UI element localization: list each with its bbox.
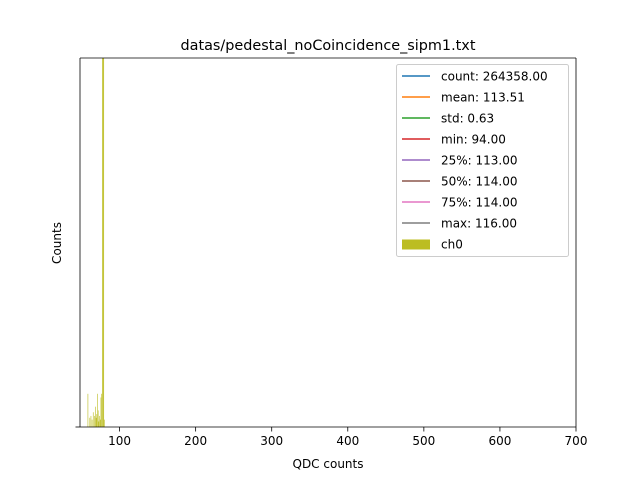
legend-label: ch0 xyxy=(441,238,463,252)
legend-label: std: 0.63 xyxy=(441,112,494,126)
histogram-bar xyxy=(101,394,102,427)
x-tick-label: 200 xyxy=(184,434,207,448)
legend-label: 50%: 114.00 xyxy=(441,175,518,189)
legend-label: count: 264358.00 xyxy=(441,70,548,84)
x-tick-label: 300 xyxy=(260,434,283,448)
legend-label: 25%: 113.00 xyxy=(441,154,518,168)
histogram-bar xyxy=(103,58,104,427)
x-tick-label: 700 xyxy=(565,434,588,448)
histogram-bar xyxy=(101,397,102,427)
legend-swatch xyxy=(402,240,430,250)
histogram-bar xyxy=(88,394,89,427)
histogram-bar xyxy=(96,418,97,427)
x-tick-label: 100 xyxy=(108,434,131,448)
histogram-bar xyxy=(92,420,93,427)
histogram-bar xyxy=(99,421,100,427)
legend: count: 264358.00 mean: 113.51 std: 0.63 min… xyxy=(397,65,569,257)
histogram-bar xyxy=(100,420,101,427)
x-tick-label: 400 xyxy=(336,434,359,448)
histogram-bar xyxy=(94,416,95,427)
x-axis-label: QDC counts xyxy=(293,457,364,471)
histogram-bar xyxy=(99,416,100,427)
histogram-bar xyxy=(97,394,98,427)
histogram-bar xyxy=(102,58,103,427)
legend-label: 75%: 114.00 xyxy=(441,196,518,210)
legend-label: mean: 113.51 xyxy=(441,91,525,105)
histogram-bar xyxy=(95,407,96,427)
chart-title: datas/pedestal_noCoincidence_sipm1.txt xyxy=(181,38,476,54)
histogram-bar xyxy=(98,410,99,427)
histogram-bar xyxy=(97,414,98,427)
histogram-bar xyxy=(104,420,105,427)
legend-label: max: 116.00 xyxy=(441,217,517,231)
x-tick-label: 500 xyxy=(412,434,435,448)
histogram-bar xyxy=(103,58,104,427)
legend-label: min: 94.00 xyxy=(441,133,506,147)
histogram-bar xyxy=(93,412,94,427)
histogram-bar xyxy=(90,418,91,427)
histogram-bar xyxy=(91,416,92,427)
x-tick-label: 600 xyxy=(488,434,511,448)
y-axis-label: Counts xyxy=(50,222,64,264)
